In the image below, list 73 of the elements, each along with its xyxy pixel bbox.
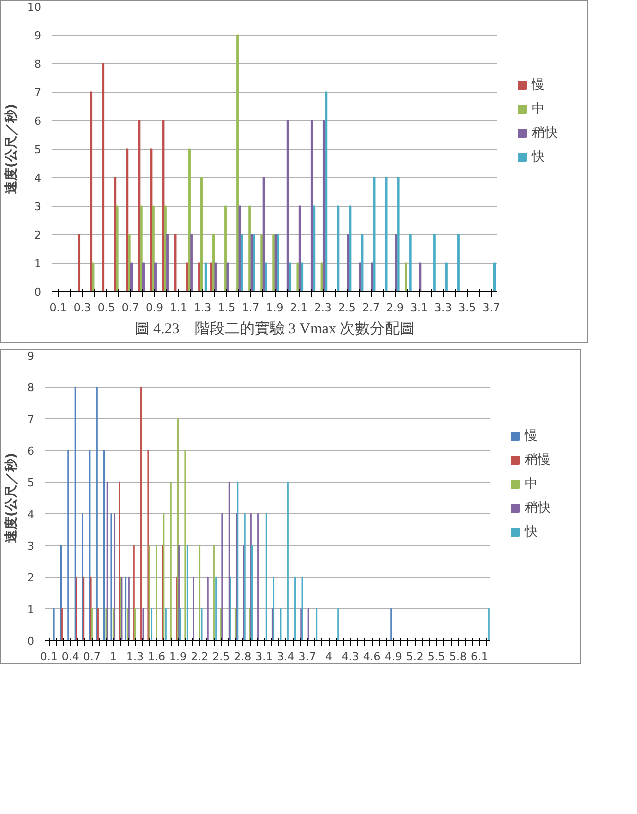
x-tick-label: 3.4: [277, 650, 295, 664]
legend-label: 快: [525, 524, 539, 540]
y-tick-label: 7: [34, 86, 42, 100]
x-tick-label: 1.3: [126, 650, 144, 664]
x-tick-label: 1.9: [266, 302, 284, 314]
y-tick-label: 2: [28, 572, 34, 585]
x-tick-label: 1.1: [170, 302, 188, 314]
x-tick-label: 5.5: [428, 650, 446, 664]
y-tick-label: 5: [34, 144, 42, 156]
y-tick-label: 8: [28, 382, 34, 395]
y-tick-label: 4: [28, 508, 34, 522]
legend-label: 中: [532, 100, 546, 118]
x-tick-label: 0.4: [62, 650, 80, 664]
x-tick-label: 0.1: [50, 302, 68, 314]
legend-label: 稍慢: [525, 452, 551, 468]
x-tick-label: 4.9: [384, 650, 402, 664]
x-tick-label: 2.8: [234, 650, 252, 664]
x-tick-label: 2.5: [212, 650, 230, 664]
x-tick-label: 4: [326, 650, 333, 664]
x-tick-label: 2.5: [338, 302, 356, 314]
y-tick-label: 3: [28, 540, 34, 553]
x-tick-label: 2.9: [386, 302, 404, 314]
y-axis-title: 速度(公尺／秒): [4, 104, 20, 194]
y-tick-label: 1: [28, 603, 34, 616]
x-tick-label: 6.1: [470, 650, 488, 664]
x-tick-label: 3.5: [458, 302, 476, 314]
y-tick-label: 10: [28, 1, 42, 14]
legend-label: 慢: [532, 76, 546, 94]
y-tick-label: 0: [28, 635, 34, 648]
y-tick-label: 6: [34, 115, 42, 128]
x-tick-label: 4.6: [363, 650, 381, 664]
legend-label: 中: [525, 476, 539, 492]
x-tick-label: 5.2: [406, 650, 424, 664]
x-tick-label: 1.7: [242, 302, 260, 314]
x-tick-label: 0.7: [122, 302, 140, 314]
x-tick-label: 4.3: [342, 650, 360, 664]
y-tick-label: 7: [28, 413, 34, 426]
x-tick-label: 1.3: [194, 302, 212, 314]
y-axis-title: 速度(公尺／秒): [4, 453, 20, 543]
x-tick-label: 1.6: [148, 650, 166, 664]
x-tick-label: 3.7: [298, 650, 316, 664]
x-tick-label: 0.3: [74, 302, 92, 314]
y-tick-label: 1: [34, 258, 42, 270]
y-tick-label: 8: [34, 58, 42, 71]
x-tick-label: 5.8: [449, 650, 467, 664]
legend-label: 稍快: [525, 500, 551, 516]
y-tick-label: 6: [28, 445, 34, 458]
x-tick-label: 0.9: [146, 302, 164, 314]
x-tick-label: 2.2: [191, 650, 209, 664]
x-tick-label: 2.3: [314, 302, 332, 314]
legend-label: 快: [532, 148, 546, 166]
y-tick-label: 0: [34, 286, 42, 299]
caption: 圖 4.23 階段二的實驗 3 Vmax 次數分配圖: [134, 320, 416, 338]
x-tick-label: 1.9: [170, 650, 188, 664]
x-tick-label: 0.1: [40, 650, 58, 664]
y-tick-label: 5: [28, 476, 34, 490]
x-tick-label: 1.5: [218, 302, 236, 314]
y-tick-label: 9: [28, 350, 34, 363]
x-tick-label: 2.7: [362, 302, 380, 314]
x-tick-label: 0.5: [98, 302, 116, 314]
x-tick-label: 3.1: [256, 650, 274, 664]
x-tick-label: 3.3: [434, 302, 452, 314]
y-tick-label: 4: [34, 172, 42, 185]
legend-label: 稍快: [532, 124, 558, 142]
x-tick-label: 3.1: [410, 302, 428, 314]
y-tick-label: 9: [34, 30, 42, 42]
legend-label: 慢: [525, 428, 539, 444]
x-tick-label: 3.7: [482, 302, 500, 314]
x-tick-label: 1: [110, 650, 118, 664]
y-tick-label: 3: [34, 200, 42, 214]
x-tick-label: 2.1: [290, 302, 308, 314]
y-tick-label: 2: [34, 229, 42, 242]
x-tick-label: 0.7: [83, 650, 101, 664]
